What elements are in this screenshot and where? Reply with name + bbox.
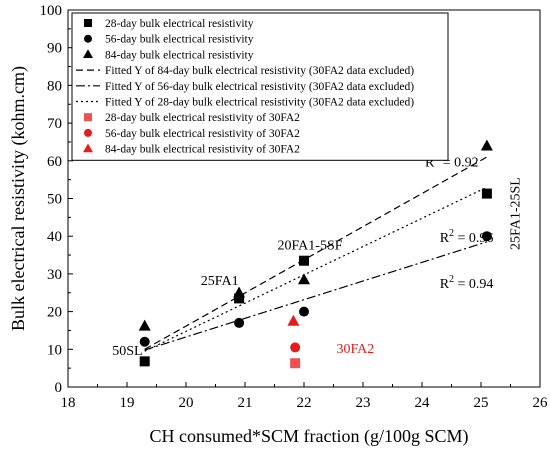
legend-label: 28-day bulk electrical resistivity [105, 18, 254, 30]
data-point [234, 317, 245, 328]
y-tick-label: 50 [47, 192, 62, 208]
x-tick-label: 19 [120, 395, 135, 411]
legend-item: 84-day bulk electrical resistivity of 30… [83, 143, 300, 156]
legend-swatch [83, 143, 93, 153]
y-tick-label: 40 [47, 229, 62, 245]
annotation-label: 25FA1 [201, 274, 239, 289]
data-point [233, 286, 246, 298]
legend-swatch [83, 49, 93, 58]
data-point [481, 231, 492, 242]
data-point [287, 314, 300, 326]
y-tick-label: 90 [47, 41, 62, 57]
x-axis: 18 19 20 21 22 23 24 25 26 [61, 382, 549, 411]
legend-swatch [84, 113, 92, 122]
annotation-label: R2 = 0.96 [440, 228, 494, 246]
x-tick-label: 22 [297, 395, 312, 411]
y-tick-label: 30 [47, 267, 62, 283]
legend-item: 56-day bulk electrical resistivity [84, 34, 254, 46]
data-point [298, 273, 310, 285]
y-axis-title: Bulk electrical resistivity (kohm.cm) [8, 66, 29, 331]
data-point [299, 306, 309, 317]
legend-item: Fitted Y of 56-day bulk electrical resis… [76, 81, 414, 93]
legend-label: Fitted Y of 56-day bulk electrical resis… [105, 81, 414, 93]
data-point [480, 139, 493, 151]
legend-item: 28-day bulk electrical resistivity of 30… [84, 112, 300, 124]
fit-line-5 [144, 186, 488, 352]
series-1 [139, 231, 492, 347]
annotation-label: R2 = 0.94 [440, 274, 494, 292]
data-point [139, 356, 150, 367]
annotation-label: 50SL [112, 344, 142, 359]
x-tick-label: 26 [533, 395, 549, 411]
y-tick-label: 60 [47, 154, 62, 170]
data-point [234, 293, 245, 304]
series-8 [287, 314, 300, 326]
data-point [299, 255, 309, 266]
legend-label: 28-day bulk electrical resistivity of 30… [105, 112, 300, 124]
legend-swatch [84, 34, 92, 43]
x-tick-label: 23 [356, 395, 371, 411]
series-7 [290, 342, 301, 353]
annotation-label: 25FA1-25SL [508, 177, 523, 250]
y-tick-label: 10 [47, 342, 62, 358]
legend-swatch [84, 19, 92, 27]
legend-item: Fitted Y of 28-day bulk electrical resis… [76, 97, 414, 109]
series-0 [139, 188, 492, 367]
legend: 28-day bulk electrical resistivity 56-day… [71, 12, 449, 161]
data-point [290, 358, 301, 369]
legend-label: 56-day bulk electrical resistivity of 30… [105, 128, 300, 140]
annotation-label: 20FA1-5SF [277, 238, 342, 253]
y-axis: 0 10 20 30 40 50 60 70 80 90 100 [40, 3, 73, 396]
series-6 [290, 358, 301, 369]
legend-item: 84-day bulk electrical resistivity [83, 49, 254, 61]
legend-item: 28-day bulk electrical resistivity [84, 18, 254, 30]
legend-item: 56-day bulk electrical resistivity of 30… [84, 128, 300, 140]
x-tick-label: 20 [179, 395, 194, 411]
y-tick-label: 70 [47, 116, 62, 132]
legend-swatch [84, 128, 92, 137]
x-tick-label: 24 [415, 395, 431, 411]
fit-line-4 [144, 241, 488, 351]
legend-label: 84-day bulk electrical resistivity [105, 49, 254, 61]
data-point [139, 336, 150, 347]
legend-label: 84-day bulk electrical resistivity of 30… [105, 144, 300, 156]
annotation-label: 30FA2 [336, 342, 374, 357]
x-tick-label: 18 [61, 395, 76, 411]
legend-label: 56-day bulk electrical resistivity [105, 34, 254, 46]
data-point [138, 319, 151, 331]
legend-box [71, 12, 449, 161]
y-tick-label: 80 [47, 78, 62, 94]
y-tick-label: 100 [40, 3, 63, 19]
y-tick-label: 20 [47, 305, 62, 321]
data-point [481, 188, 492, 199]
x-axis-title: CH consumed*SCM fraction (g/100g SCM) [150, 426, 469, 447]
data-point [290, 342, 301, 353]
y-tick-label: 0 [55, 380, 63, 396]
x-tick-label: 25 [474, 395, 489, 411]
legend-item: Fitted Y of 84-day bulk electrical resis… [76, 65, 414, 77]
series-2 [138, 139, 493, 331]
x-tick-label: 21 [238, 395, 253, 411]
legend-label: Fitted Y of 84-day bulk electrical resis… [105, 65, 414, 77]
legend-label: Fitted Y of 28-day bulk electrical resis… [105, 97, 414, 109]
